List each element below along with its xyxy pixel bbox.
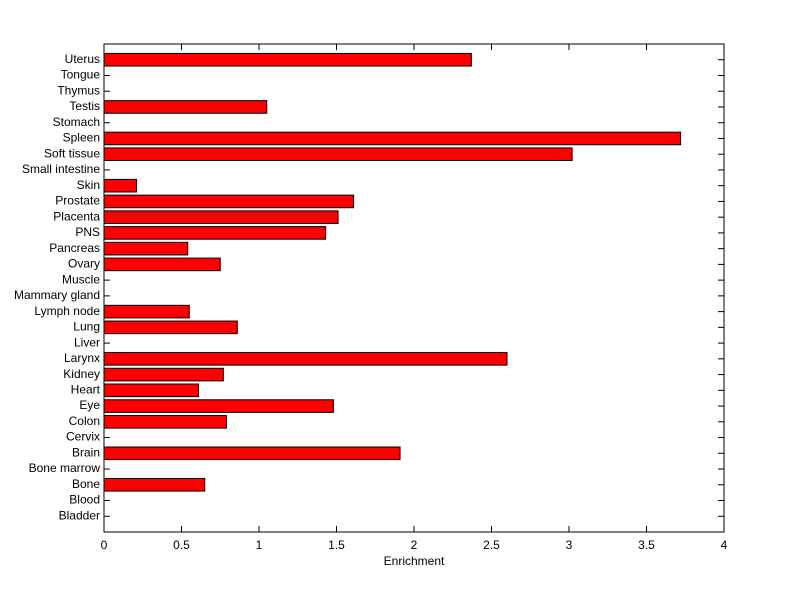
y-tick-label: Ovary [68,257,100,271]
x-tick-label: 0 [101,538,108,552]
y-tick-label: Uterus [65,52,100,66]
bar [103,446,401,461]
bar [103,100,268,114]
bar [103,415,227,429]
y-tick-label: Skin [77,178,100,192]
y-tick-label: Stomach [53,115,100,129]
y-tick-label: Lung [73,320,100,334]
y-tick-label: Larynx [64,351,100,365]
bar [103,226,327,240]
bar [103,147,573,161]
bar [103,241,189,256]
y-tick-label: Colon [69,414,100,428]
x-tick-label: 1.5 [328,538,345,552]
bar [103,257,221,272]
y-tick-label: Heart [71,382,101,396]
bar [103,304,190,319]
bar [103,320,238,335]
y-tick-label: Tongue [61,68,101,82]
y-tick-label: Liver [74,335,100,349]
y-tick-label: Testis [69,99,100,113]
y-tick-label: Small intestine [22,162,100,176]
y-tick-label: Bone marrow [29,461,101,475]
y-tick-label: Bladder [59,508,100,522]
y-tick-label: Mammary gland [14,288,100,302]
y-tick-label: Thymus [57,83,100,97]
bar [103,131,682,146]
x-tick-label: 4 [721,538,728,552]
x-axis-label: Enrichment [384,554,445,568]
bar [103,367,224,382]
y-tick-label: Muscle [62,272,100,286]
y-tick-label: PNS [75,225,100,239]
x-tick-label: 0.5 [173,538,190,552]
bar [103,210,339,224]
bar [103,399,334,413]
y-tick-label: Prostate [55,194,100,208]
x-tick-label: 1 [256,538,263,552]
y-tick-label: Kidney [63,367,100,381]
x-tick-label: 3.5 [638,538,655,552]
y-tick-label: Brain [72,445,100,459]
x-tick-label: 3 [566,538,573,552]
x-tick-label: 2.5 [483,538,500,552]
y-tick-label: Bone [72,477,100,491]
bar [103,383,200,398]
x-tick-label: 2 [411,538,418,552]
y-tick-label: Placenta [53,209,100,223]
y-tick-label: Pancreas [49,241,100,255]
bar [103,52,472,67]
y-tick-label: Soft tissue [44,146,100,160]
y-tick-label: Cervix [66,430,100,444]
bar [103,477,206,492]
bar [103,352,508,366]
bar [103,178,138,193]
bar [103,194,355,209]
y-tick-label: Spleen [63,131,100,145]
y-tick-label: Eye [79,398,100,412]
y-tick-label: Blood [69,493,100,507]
y-tick-label: Lymph node [34,304,100,318]
